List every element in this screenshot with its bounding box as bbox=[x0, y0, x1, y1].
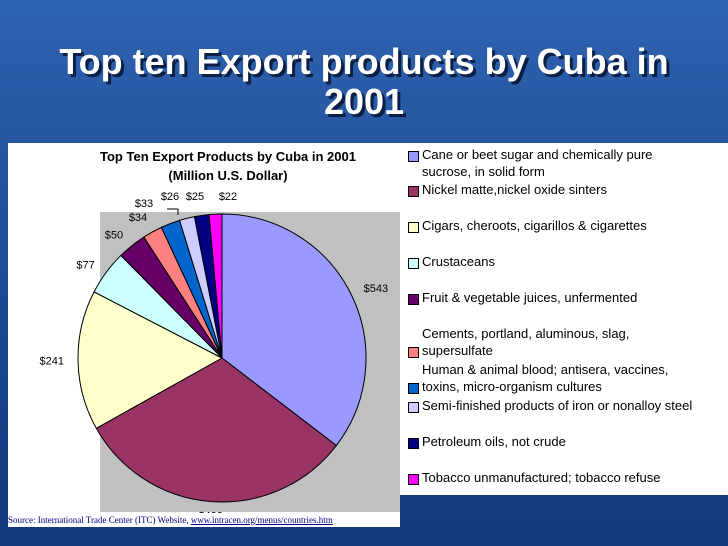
pie-slice-3 bbox=[77, 291, 224, 429]
legend-swatch-10 bbox=[408, 474, 419, 485]
data-label-9: $25 bbox=[186, 191, 204, 203]
pie-chart: $543 $483 $241 $77 $50 $34 $33 $26 $25 $22 bbox=[40, 191, 389, 513]
chart-title-line-1: Top Ten Export Products by Cuba in 2001 bbox=[100, 149, 356, 164]
legend-swatch-4 bbox=[408, 258, 419, 269]
legend-label-8: Semi-finished products of iron or nonall… bbox=[422, 398, 693, 413]
data-label-2: $483 bbox=[198, 511, 222, 513]
legend-swatch-3 bbox=[408, 222, 419, 233]
chart-title: Top Ten Export Products by Cuba in 2001 … bbox=[48, 147, 408, 185]
source-link[interactable]: www.intracen.org/menus/countries.htm bbox=[190, 515, 333, 525]
data-label-1: $543 bbox=[364, 283, 388, 295]
data-label-3: $241 bbox=[40, 356, 64, 368]
legend-swatch-5 bbox=[408, 294, 419, 305]
slide-title-line-1: Top ten Export products by Cuba in bbox=[59, 41, 669, 82]
slide-title-line-2: 2001 bbox=[323, 81, 405, 122]
legend-label-2: Nickel matte,nickel oxide sinters bbox=[422, 182, 607, 197]
legend-label-5: Fruit & vegetable juices, unfermented bbox=[422, 290, 638, 305]
label-leader-line bbox=[167, 208, 179, 215]
pie-slice-10 bbox=[208, 213, 223, 359]
legend-label-7: Human & animal blood; antisera, vaccines… bbox=[422, 362, 669, 394]
data-label-5: $50 bbox=[105, 230, 123, 242]
source-note: Source: International Trade Center (ITC)… bbox=[8, 513, 400, 527]
legend-label-10: Tobacco unmanufactured; tobacco refuse bbox=[422, 470, 661, 485]
pie-slice-2 bbox=[95, 357, 338, 503]
legend-label-6: Cements, portland, aluminous, slag, super… bbox=[422, 326, 630, 358]
data-label-10: $22 bbox=[219, 191, 237, 203]
data-label-6: $34 bbox=[129, 212, 147, 224]
legend-label-4: Crustaceans bbox=[422, 254, 495, 269]
slide-title: Top ten Export products by Cuba in 2001 bbox=[0, 42, 728, 122]
legend-swatch-6 bbox=[408, 347, 419, 358]
data-label-8: $26 bbox=[161, 191, 179, 203]
legend-swatch-7 bbox=[408, 383, 419, 394]
source-text: Source: International Trade Center (ITC)… bbox=[8, 515, 191, 525]
legend-label-9: Petroleum oils, not crude bbox=[422, 434, 566, 449]
legend-label-3: Cigars, cheroots, cigarillos & cigarette… bbox=[422, 218, 647, 233]
pie-slice-1 bbox=[221, 213, 367, 447]
legend-swatch-1 bbox=[408, 151, 419, 162]
legend-swatch-8 bbox=[408, 402, 419, 413]
legend-label-1: Cane or beet sugar and chemically pure su… bbox=[422, 147, 653, 179]
chart-panel: Top Ten Export Products by Cuba in 2001 … bbox=[8, 143, 400, 513]
legend-swatch-2 bbox=[408, 186, 419, 197]
chart-title-line-2: (Million U.S. Dollar) bbox=[168, 168, 288, 183]
legend-swatch-9 bbox=[408, 438, 419, 449]
data-label-7: $33 bbox=[135, 198, 153, 210]
data-label-4: $77 bbox=[76, 259, 94, 271]
chart-legend: Cane or beet sugar and chemically pure su… bbox=[400, 143, 728, 495]
